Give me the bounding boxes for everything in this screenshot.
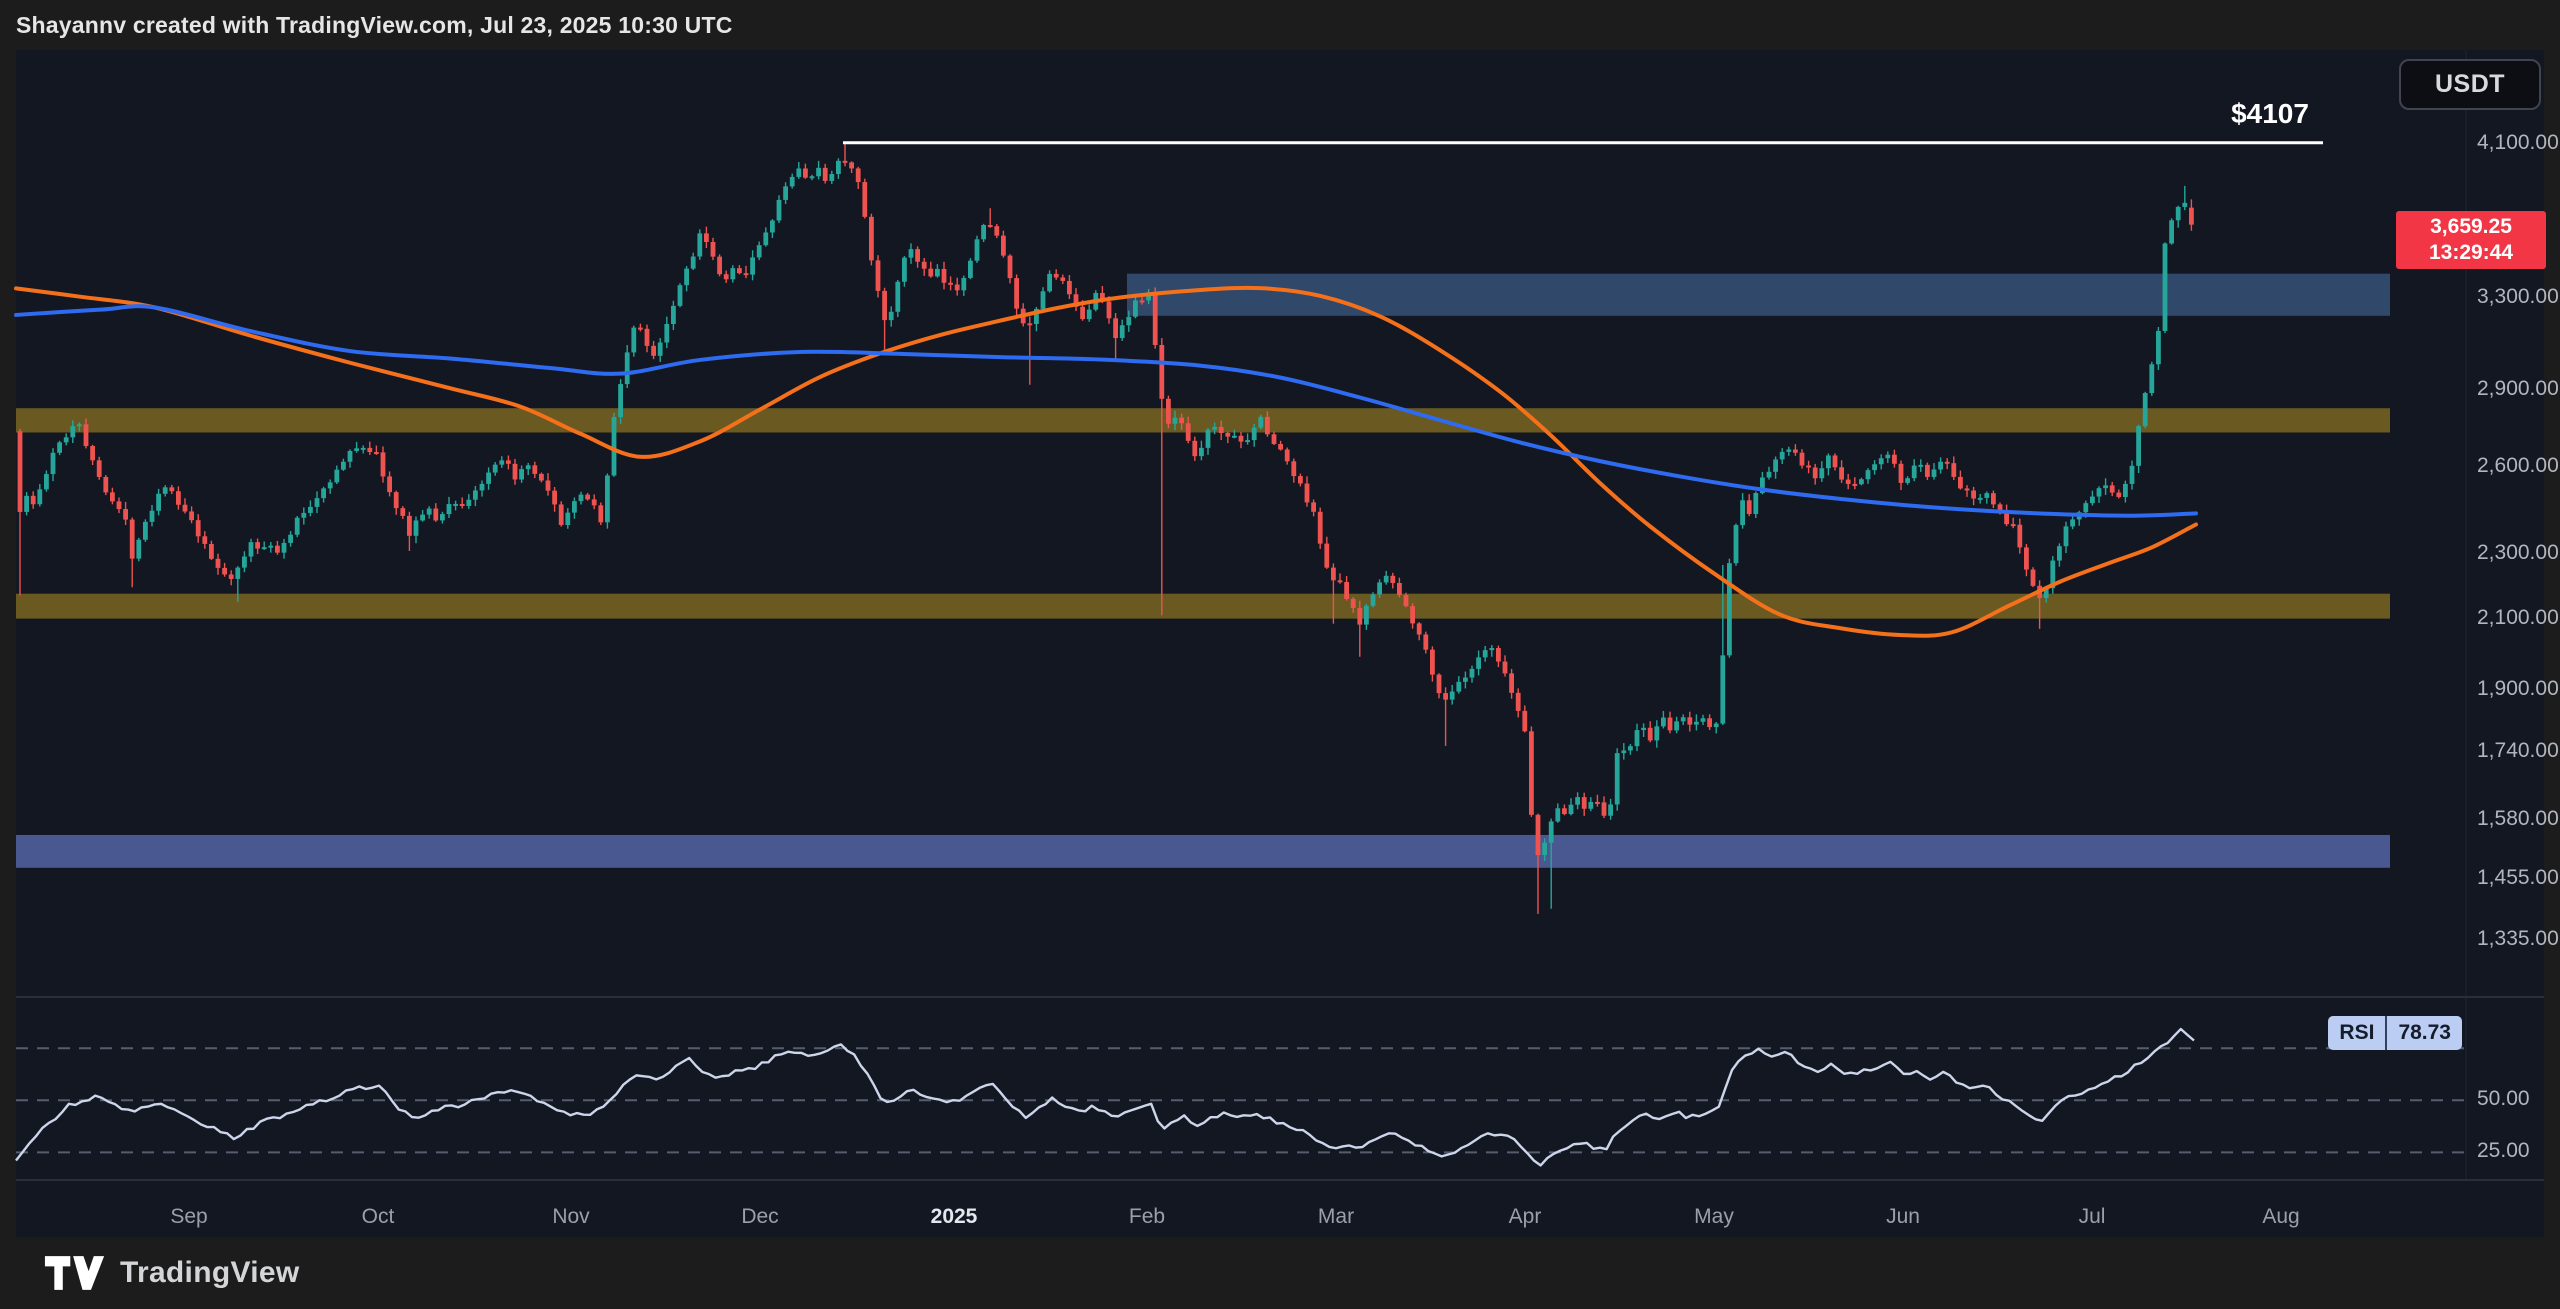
- tradingview-logo-icon[interactable]: [44, 1253, 106, 1293]
- footer-brand-text[interactable]: TradingView: [120, 1256, 300, 1289]
- quote-currency-badge[interactable]: USDT: [2399, 59, 2541, 110]
- chart-widget[interactable]: [16, 50, 2544, 1237]
- quote-currency-label: USDT: [2434, 70, 2506, 98]
- header-bar: Shayannv created with TradingView.com, J…: [0, 0, 2560, 50]
- footer-bar: TradingView: [0, 1237, 2560, 1309]
- chart-attribution-text: Shayannv created with TradingView.com, J…: [16, 11, 733, 38]
- resistance-price-label[interactable]: $4107: [2231, 98, 2309, 129]
